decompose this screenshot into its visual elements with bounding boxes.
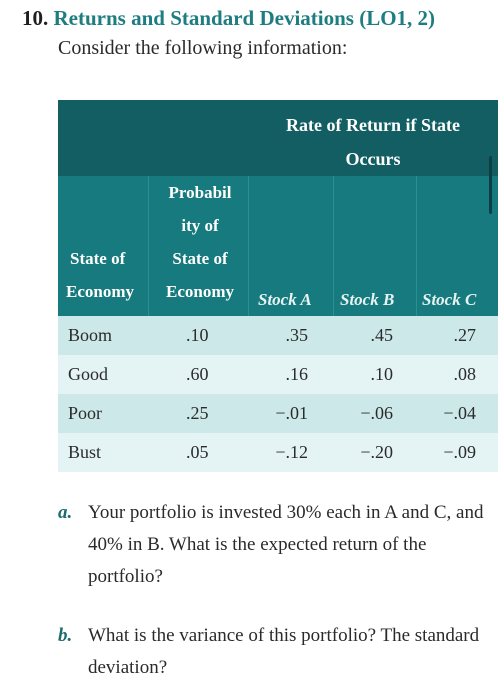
problem-intro: Consider the following information: (58, 37, 348, 59)
scrollbar-thumb[interactable] (489, 156, 492, 214)
cell-state: Good (68, 364, 108, 384)
question-text: Your portfolio is invested 30% each in A… (88, 502, 484, 587)
returns-table: Rate of Return if State Occurs Probabil … (58, 100, 498, 472)
table-row: Good .60 .16 .10 .08 (58, 355, 498, 394)
cell-stock-b: −.20 (360, 442, 393, 462)
group-header-line: Rate of Return if State (286, 115, 460, 135)
cell-stock-b: .45 (370, 325, 394, 345)
header-probability: Probabil ity of State of Economy (150, 176, 250, 308)
question-a: a. Your portfolio is invested 30% each i… (58, 497, 498, 593)
cell-stock-a: .35 (285, 325, 309, 345)
column-divider (248, 176, 249, 316)
table-header-band (58, 100, 498, 176)
cell-stock-c: .08 (453, 364, 477, 384)
header-probability-line: Probabil (168, 183, 232, 202)
header-state-line: State of (70, 249, 126, 268)
column-divider (148, 176, 149, 316)
table-row: Bust .05 −.12 −.20 −.09 (58, 433, 498, 472)
question-text: What is the variance of this portfolio? … (88, 625, 480, 678)
cell-probability: .25 (186, 403, 209, 423)
table-header: Rate of Return if State Occurs Probabil … (58, 100, 498, 316)
column-divider (333, 176, 334, 316)
cell-probability: .05 (186, 442, 209, 462)
problem-heading: 10. Returns and Standard Deviations (LO1… (22, 6, 435, 31)
cell-stock-a: −.01 (275, 403, 308, 423)
cell-stock-a: .16 (285, 364, 309, 384)
question-b: b. What is the variance of this portfoli… (58, 620, 498, 684)
header-state-line: Economy (66, 282, 134, 301)
question-label: b. (58, 625, 73, 646)
cell-stock-b: .10 (370, 364, 394, 384)
column-divider (416, 176, 417, 316)
cell-state: Bust (68, 442, 102, 462)
header-stock-b: Stock B (340, 290, 395, 309)
cell-state: Boom (68, 325, 113, 345)
cell-stock-b: −.06 (360, 403, 393, 423)
cell-stock-c: −.09 (443, 442, 476, 462)
header-stock-a: Stock A (258, 290, 312, 309)
table-row: Poor .25 −.01 −.06 −.04 (58, 394, 498, 433)
header-stock-c: Stock C (422, 290, 477, 309)
problem-title: Returns and Standard Deviations (LO1, 2) (53, 6, 436, 30)
header-probability-line: State of (172, 249, 228, 268)
cell-state: Poor (68, 403, 103, 423)
question-label: a. (58, 502, 73, 523)
header-probability-line: Economy (166, 282, 234, 301)
cell-stock-a: −.12 (275, 442, 308, 462)
cell-probability: .60 (186, 364, 209, 384)
problem-number: 10. (22, 6, 49, 30)
header-probability-line: ity of (181, 216, 219, 235)
table-row: Boom .10 .35 .45 .27 (58, 316, 498, 355)
cell-stock-c: .27 (453, 325, 477, 345)
cell-stock-c: −.04 (443, 403, 476, 423)
cell-probability: .10 (186, 325, 209, 345)
group-header-line: Occurs (345, 149, 401, 169)
group-header-rate-of-return: Rate of Return if State Occurs (248, 108, 498, 176)
